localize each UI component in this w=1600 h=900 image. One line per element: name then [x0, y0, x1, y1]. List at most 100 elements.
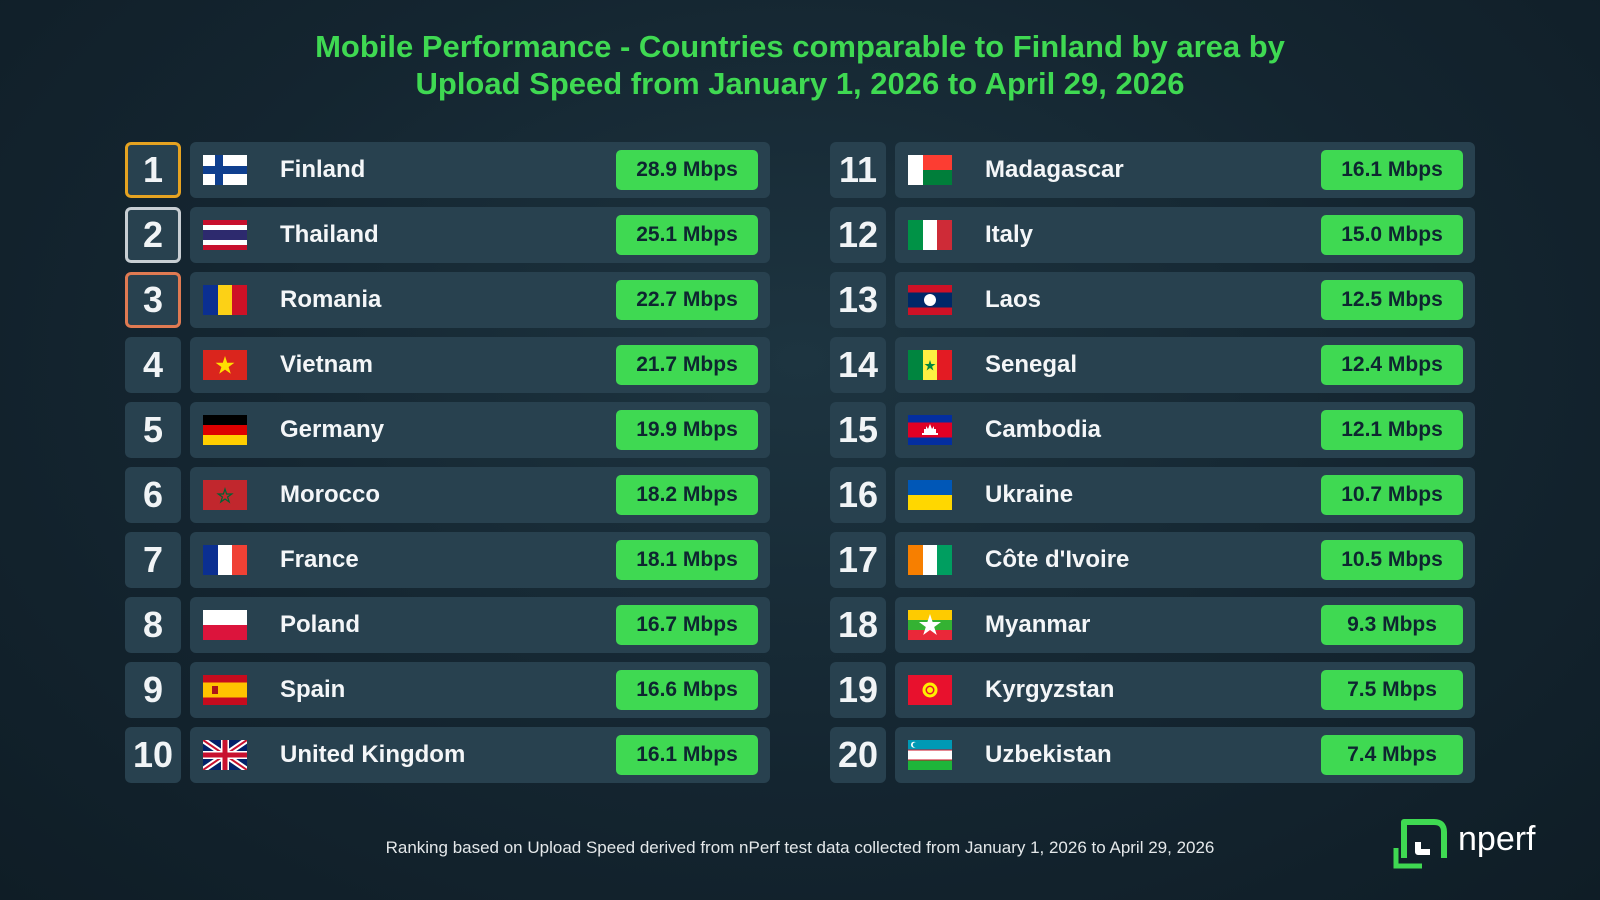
country-bar: Germany 19.9 Mbps: [190, 402, 770, 458]
speed-value: 12.1 Mbps: [1321, 410, 1463, 450]
footnote: Ranking based on Upload Speed derived fr…: [385, 838, 1215, 857]
country-name: Myanmar: [985, 611, 1091, 638]
ranking-row: 11 Madagascar 16.1 Mbps: [830, 142, 1475, 198]
ranking-column-left: 1 Finland 28.9 Mbps 2 Thailand 25.1 Mbps 3 Roma…: [125, 142, 770, 792]
ranking-row: 8 Poland 16.7 Mbps: [125, 597, 770, 653]
cambodia-flag-icon: [908, 415, 952, 445]
rank-badge: 1: [125, 142, 181, 198]
country-name: Senegal: [985, 351, 1078, 378]
country-bar: Vietnam 21.7 Mbps: [190, 337, 770, 393]
romania-flag-icon: [203, 285, 247, 315]
ranking-row: 15 Cambodia 12.1 Mbps: [830, 402, 1475, 458]
ranking-row: 13 Laos 12.5 Mbps: [830, 272, 1475, 328]
speed-value: 16.7 Mbps: [616, 605, 758, 645]
myanmar-flag-icon: [908, 610, 952, 640]
france-flag-icon: [203, 545, 247, 575]
vietnam-flag-icon: [203, 350, 247, 380]
country-name: Morocco: [280, 481, 381, 508]
kyrgyzstan-flag-icon: [908, 675, 952, 705]
rank-badge: 6: [125, 467, 181, 523]
country-bar: Uzbekistan 7.4 Mbps: [895, 727, 1475, 783]
rank-badge: 11: [830, 142, 886, 198]
rank-badge: 20: [830, 727, 886, 783]
country-name: Germany: [280, 416, 385, 443]
country-bar: Italy 15.0 Mbps: [895, 207, 1475, 263]
country-name: Laos: [985, 286, 1042, 313]
ranking-row: 4 Vietnam 21.7 Mbps: [125, 337, 770, 393]
ranking-row: 10 United Kingdom 16.1 Mbps: [125, 727, 770, 783]
title-line-2: Upload Speed from January 1, 2026 to Apr…: [415, 66, 1185, 101]
ranking-row: 7 France 18.1 Mbps: [125, 532, 770, 588]
country-name: Poland: [280, 611, 361, 638]
speed-value: 9.3 Mbps: [1321, 605, 1463, 645]
rank-badge: 16: [830, 467, 886, 523]
rank-badge: 7: [125, 532, 181, 588]
rank-badge: 13: [830, 272, 886, 328]
country-name: Madagascar: [985, 156, 1124, 183]
speed-value: 15.0 Mbps: [1321, 215, 1463, 255]
country-bar: United Kingdom 16.1 Mbps: [190, 727, 770, 783]
rank-badge: 12: [830, 207, 886, 263]
finland-flag-icon: [203, 155, 247, 185]
rank-badge: 4: [125, 337, 181, 393]
country-name: Thailand: [280, 221, 379, 248]
rank-badge: 8: [125, 597, 181, 653]
morocco-flag-icon: [203, 480, 247, 510]
country-bar: Laos 12.5 Mbps: [895, 272, 1475, 328]
speed-value: 12.5 Mbps: [1321, 280, 1463, 320]
country-bar: Romania 22.7 Mbps: [190, 272, 770, 328]
country-name: Vietnam: [280, 351, 373, 378]
ranking-row: 14 Senegal 12.4 Mbps: [830, 337, 1475, 393]
speed-value: 16.1 Mbps: [616, 735, 758, 775]
rank-badge: 5: [125, 402, 181, 458]
country-bar: France 18.1 Mbps: [190, 532, 770, 588]
ranking-row: 20 Uzbekistan 7.4 Mbps: [830, 727, 1475, 783]
rank-badge: 19: [830, 662, 886, 718]
country-bar: Senegal 12.4 Mbps: [895, 337, 1475, 393]
logo-text: nperf: [1458, 820, 1536, 858]
rank-badge: 3: [125, 272, 181, 328]
country-name: Italy: [985, 221, 1034, 248]
country-bar: Finland 28.9 Mbps: [190, 142, 770, 198]
ranking-row: 5 Germany 19.9 Mbps: [125, 402, 770, 458]
ranking-row: 9 Spain 16.6 Mbps: [125, 662, 770, 718]
country-bar: Côte d'Ivoire 10.5 Mbps: [895, 532, 1475, 588]
rank-badge: 17: [830, 532, 886, 588]
ukraine-flag-icon: [908, 480, 952, 510]
laos-flag-icon: [908, 285, 952, 315]
speed-value: 21.7 Mbps: [616, 345, 758, 385]
rank-badge: 18: [830, 597, 886, 653]
country-bar: Thailand 25.1 Mbps: [190, 207, 770, 263]
rank-badge: 14: [830, 337, 886, 393]
italy-flag-icon: [908, 220, 952, 250]
country-name: Spain: [280, 676, 346, 703]
ranking-row: 1 Finland 28.9 Mbps: [125, 142, 770, 198]
madagascar-flag-icon: [908, 155, 952, 185]
country-bar: Ukraine 10.7 Mbps: [895, 467, 1475, 523]
ranking-column-right: 11 Madagascar 16.1 Mbps 12 Italy 15.0 Mbps 13 L…: [830, 142, 1475, 792]
germany-flag-icon: [203, 415, 247, 445]
country-name: France: [280, 546, 359, 573]
senegal-flag-icon: [908, 350, 952, 380]
united-kingdom-flag-icon: [203, 740, 247, 770]
uzbekistan-flag-icon: [908, 740, 952, 770]
speed-value: 12.4 Mbps: [1321, 345, 1463, 385]
rank-badge: 10: [125, 727, 181, 783]
poland-flag-icon: [203, 610, 247, 640]
country-bar: Myanmar 9.3 Mbps: [895, 597, 1475, 653]
speed-value: 7.5 Mbps: [1321, 670, 1463, 710]
country-bar: Cambodia 12.1 Mbps: [895, 402, 1475, 458]
speed-value: 19.9 Mbps: [616, 410, 758, 450]
thailand-flag-icon: [203, 220, 247, 250]
rank-badge: 2: [125, 207, 181, 263]
country-name: Uzbekistan: [985, 741, 1112, 768]
country-name: Côte d'Ivoire: [985, 546, 1130, 573]
speed-value: 16.1 Mbps: [1321, 150, 1463, 190]
country-bar: Spain 16.6 Mbps: [190, 662, 770, 718]
title-line-1: Mobile Performance - Countries comparabl…: [315, 29, 1285, 64]
speed-value: 18.2 Mbps: [616, 475, 758, 515]
country-name: United Kingdom: [280, 741, 466, 768]
page-title: Mobile Performance - Countries comparabl…: [0, 28, 1600, 102]
ranking-row: 18 Myanmar 9.3 Mbps: [830, 597, 1475, 653]
rank-badge: 9: [125, 662, 181, 718]
